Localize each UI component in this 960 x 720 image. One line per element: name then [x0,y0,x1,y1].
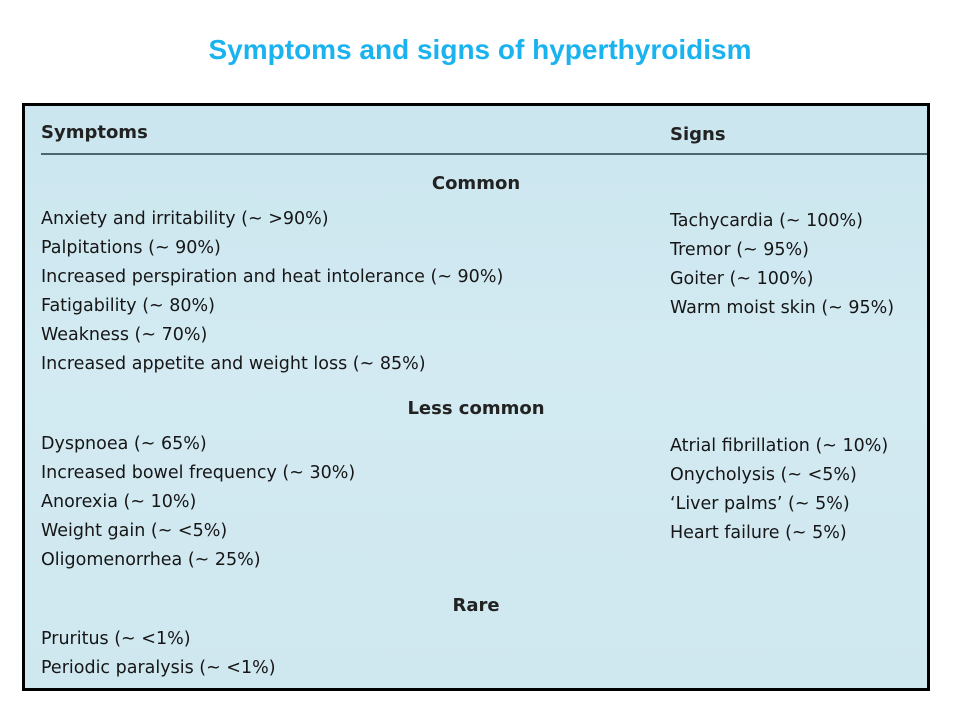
less-common-signs-list: Atrial fibrillation (~ 10%) Onycholysis … [670,432,888,548]
list-item: Oligomenorrhea (~ 25%) [41,550,261,570]
slide-title: Symptoms and signs of hyperthyroidism [208,34,752,65]
list-item: Weight gain (~ <5%) [41,521,228,541]
symptoms-column-header: Symptoms [41,122,148,143]
section-heading-rare: Rare [452,595,500,616]
list-item: Onycholysis (~ <5%) [670,465,857,485]
list-item: Tremor (~ 95%) [670,240,809,260]
list-item: Anxiety and irritability (~ >90%) [41,209,329,229]
list-item: Increased bowel frequency (~ 30%) [41,463,356,483]
list-item: Increased perspiration and heat intolera… [41,267,504,287]
list-item: Weakness (~ 70%) [41,325,208,345]
symptoms-signs-table: Symptoms Signs Common Anxiety and irrita… [22,103,930,691]
less-common-symptoms-list: Dyspnoea (~ 65%) Increased bowel frequen… [41,430,355,575]
list-item: Warm moist skin (~ 95%) [670,298,895,318]
section-heading-common: Common [431,173,521,194]
list-item: ‘Liver palms’ (~ 5%) [670,494,850,514]
list-item: Anorexia (~ 10%) [41,492,197,512]
signs-column-header: Signs [670,124,726,145]
list-item: Increased appetite and weight loss (~ 85… [41,354,426,374]
list-item: Palpitations (~ 90%) [41,238,221,258]
list-item: Atrial fibrillation (~ 10%) [670,436,889,456]
list-item: Goiter (~ 100%) [670,269,814,289]
list-item: Tachycardia (~ 100%) [670,211,863,231]
list-item: Dyspnoea (~ 65%) [41,434,207,454]
list-item: Heart failure (~ 5%) [670,523,847,543]
rare-symptoms-list: Pruritus (~ <1%) Periodic paralysis (~ <… [41,625,276,683]
list-item: Periodic paralysis (~ <1%) [41,658,276,678]
list-item: Fatigability (~ 80%) [41,296,215,316]
common-signs-list: Tachycardia (~ 100%) Tremor (~ 95%) Goit… [670,207,894,323]
section-heading-less-common: Less common [407,398,545,419]
header-divider [41,153,927,155]
common-symptoms-list: Anxiety and irritability (~ >90%) Palpit… [41,205,503,379]
list-item: Pruritus (~ <1%) [41,629,191,649]
